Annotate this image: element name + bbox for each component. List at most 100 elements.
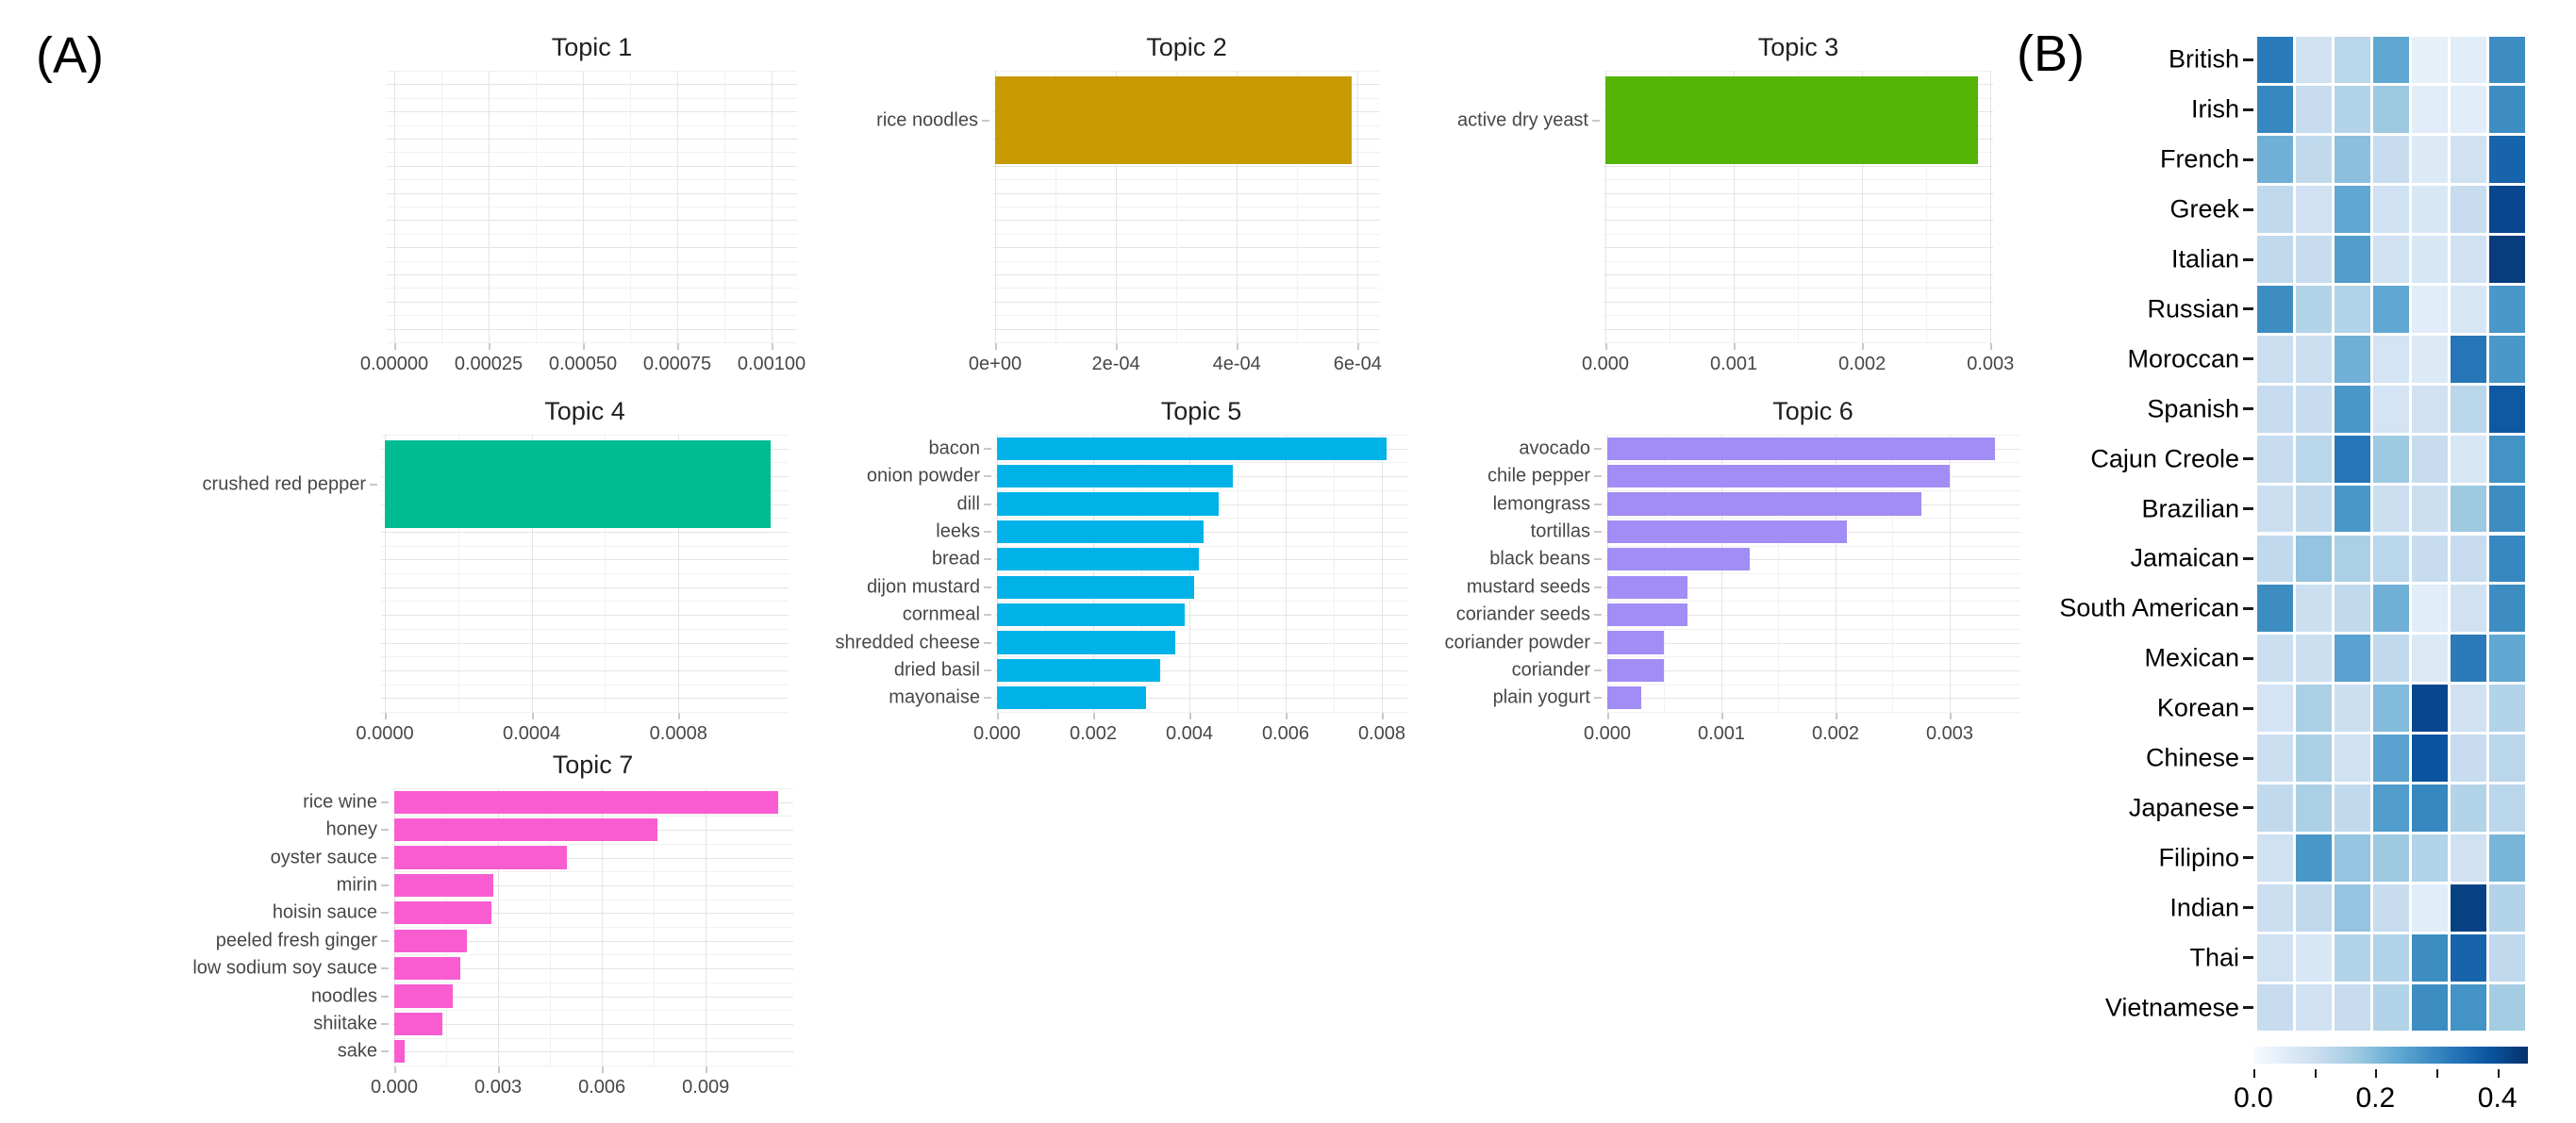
gridline — [995, 489, 1407, 491]
topic-3-category-label: active dry yeast — [1457, 109, 1588, 130]
y-tick-mark — [370, 483, 377, 486]
heatmap-row-label: Korean — [2156, 693, 2239, 722]
topic-6-x-tick-label: 0.001 — [1697, 723, 1746, 744]
topic-6-bar — [1607, 603, 1687, 627]
x-tick-mark — [498, 1066, 501, 1073]
heatmap-cell — [2295, 86, 2332, 134]
gridline — [654, 788, 656, 1065]
topic-5-category-label: cornmeal — [902, 603, 980, 625]
gridline — [392, 857, 793, 859]
gridline — [995, 642, 1407, 644]
topic-3-x-tick-label: 0.002 — [1838, 354, 1886, 374]
heatmap-row-label: Moroccan — [2127, 344, 2239, 373]
heatmap-row-label: Japanese — [2128, 793, 2239, 822]
topic-5-category-label: leeks — [936, 520, 980, 542]
heatmap-cell — [2411, 735, 2448, 782]
heatmap-cell — [2295, 884, 2332, 932]
gridline — [381, 573, 789, 574]
heatmap-cell — [2411, 36, 2448, 84]
heatmap-cell — [2450, 136, 2486, 184]
topic-7-category-label: oyster sauce — [270, 847, 377, 867]
x-tick-mark — [385, 713, 387, 719]
colorbar-tick-mark — [2314, 1069, 2317, 1078]
topic-7-category-label: peeled fresh ginger — [215, 930, 377, 951]
heatmap-cell — [2372, 335, 2409, 383]
heatmap-row-label: Spanish — [2147, 394, 2239, 423]
topic-5-x-tick-label: 0.002 — [1069, 723, 1118, 744]
y-tick-mark — [1594, 586, 1602, 588]
y-tick-mark — [984, 558, 991, 561]
gridline — [995, 656, 1407, 658]
heatmap-cell — [2295, 385, 2332, 433]
heatmap-cell — [2488, 635, 2525, 683]
topic-5-category-label: dill — [956, 493, 980, 514]
topic-7-bar — [394, 984, 454, 1008]
heatmap-row-label: Mexican — [2144, 643, 2239, 672]
gridline — [995, 586, 1407, 588]
topic-6-category-label: avocado — [1519, 438, 1590, 459]
gridline — [1607, 435, 1608, 712]
topic-5-x-tick-label: 0.000 — [972, 723, 1022, 744]
heatmap-cell — [2488, 136, 2525, 184]
topic-6-x-tick-label: 0.003 — [1925, 723, 1973, 744]
heatmap-cell — [2488, 585, 2525, 633]
panel-a-label: (A) — [36, 27, 104, 84]
topic-7-category-label: low sodium soy sauce — [192, 957, 377, 979]
heatmap-cell — [2450, 435, 2486, 483]
gridline — [381, 545, 789, 547]
y-tick-mark — [381, 829, 389, 832]
topic-5-bar — [997, 520, 1205, 544]
y-tick-mark — [984, 641, 991, 644]
heatmap-cell — [2256, 884, 2293, 932]
topic-7-category-label: hoisin sauce — [272, 901, 377, 923]
gridline — [387, 288, 797, 289]
heatmap-cell — [2488, 834, 2525, 882]
heatmap-cell — [2488, 186, 2525, 234]
y-tick-mark — [1594, 669, 1602, 671]
gridline — [993, 192, 1380, 194]
topic-5-bar — [997, 631, 1175, 654]
heatmap-row-label: French — [2159, 144, 2239, 173]
heatmap-cell — [2372, 635, 2409, 683]
gridline — [993, 206, 1380, 207]
heatmap-cell — [2256, 335, 2293, 383]
gridline — [1044, 435, 1046, 712]
heatmap-cell — [2411, 485, 2448, 533]
gridline — [381, 669, 789, 671]
gridline — [381, 712, 789, 713]
gridline — [1381, 435, 1383, 712]
heatmap-cell — [2334, 485, 2370, 533]
topic-5-bar — [997, 658, 1161, 683]
y-tick-mark — [381, 939, 389, 942]
heatmap-cell — [2488, 485, 2525, 533]
gridline — [381, 615, 789, 617]
gridline — [392, 940, 793, 942]
gridline — [724, 71, 725, 342]
topic-4-x-tick-label: 0.0000 — [356, 723, 414, 744]
gridline — [498, 788, 500, 1065]
gridline — [1357, 71, 1359, 342]
topic-2-category-label: rice noodles — [876, 109, 978, 130]
x-tick-mark — [1734, 343, 1737, 350]
y-tick-mark — [1594, 447, 1602, 450]
topic-5-category-label: bread — [931, 548, 980, 570]
heatmap-cell — [2450, 535, 2486, 583]
gridline — [536, 71, 537, 342]
gridline — [1237, 71, 1238, 342]
heatmap-cell — [2295, 685, 2332, 733]
gridline — [394, 71, 395, 342]
gridline — [993, 220, 1380, 222]
x-tick-mark — [531, 713, 534, 719]
x-tick-mark — [1835, 713, 1837, 719]
heatmap-row-label: Vietnamese — [2104, 993, 2239, 1022]
topic-6-category-label: coriander — [1511, 659, 1590, 681]
topic-6-category-label: plain yogurt — [1492, 686, 1590, 708]
colorbar-tick-label: 0.0 — [2234, 1082, 2273, 1114]
y-tick-mark — [381, 1050, 389, 1053]
heatmap-cell — [2334, 286, 2370, 333]
gridline — [392, 996, 793, 998]
heatmap-cell — [2411, 136, 2448, 184]
gridline — [381, 586, 789, 588]
topic-7-category-label: sake — [337, 1040, 377, 1062]
heatmap-cell — [2411, 535, 2448, 583]
